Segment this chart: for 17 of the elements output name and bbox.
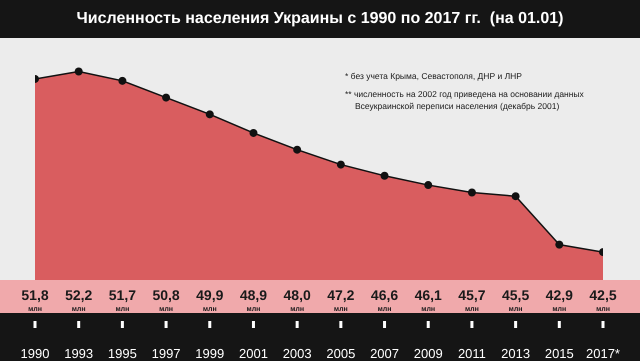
annotation: ** численность на 2002 год приведена на основании данных Всеукраинской переписи населения (декабрь 2001) [345,88,585,112]
x-tick-label: 2005 [326,346,356,361]
annotation: * без учета Крыма, Севастополя, ДНР и ЛНР [345,70,523,82]
x-tick-label: 2009 [414,346,443,361]
chart-title: Численность населения Украины с 1990 по 2017 гг. (на 01.01) [76,9,564,29]
x-tick-label: 1999 [195,346,224,361]
x-tick-label: 2003 [282,346,312,361]
x-tick-label: 1990 [20,346,50,361]
x-tick-label: 1993 [64,346,94,361]
x-tick-label: 2015 [544,346,574,361]
x-tick-label: 1995 [108,346,137,361]
x-tick-label: 2011 [458,346,486,361]
x-tick-label: 2007 [370,346,399,361]
x-tick-label: 2017* [586,346,620,361]
x-tick-label: 2013 [501,346,530,361]
x-tick-label: 2001 [239,346,268,361]
x-tick-label: 1997 [152,346,181,361]
